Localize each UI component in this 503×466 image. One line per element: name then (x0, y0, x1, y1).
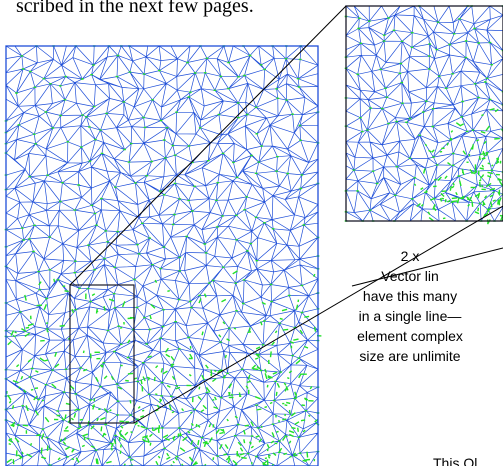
zoom-inset-panel (344, 5, 503, 225)
caption-line: Vector lin (381, 268, 439, 284)
callout-line-bottom (133, 205, 503, 424)
zoom-region-box (69, 284, 135, 424)
caption-line: in a single line— (358, 308, 462, 324)
mesh-frame (345, 5, 503, 222)
mesh-edges (345, 5, 503, 222)
callout-line-caption (351, 247, 503, 287)
figure-caption: 2 x Vector lin have this many in a singl… (310, 246, 503, 366)
caption-line: size are unlimite (359, 348, 461, 364)
caption-line: have this many (362, 288, 458, 304)
caption-line: element complex (357, 328, 463, 344)
caption-line: 2 x (400, 248, 420, 264)
main-mesh-panel (4, 45, 322, 466)
mesh-frame (5, 45, 319, 466)
footer-text-line: This Ol (433, 455, 478, 466)
intro-text-line: scribed in the next few pages. (16, 0, 254, 17)
callout-line-top (69, 5, 347, 286)
